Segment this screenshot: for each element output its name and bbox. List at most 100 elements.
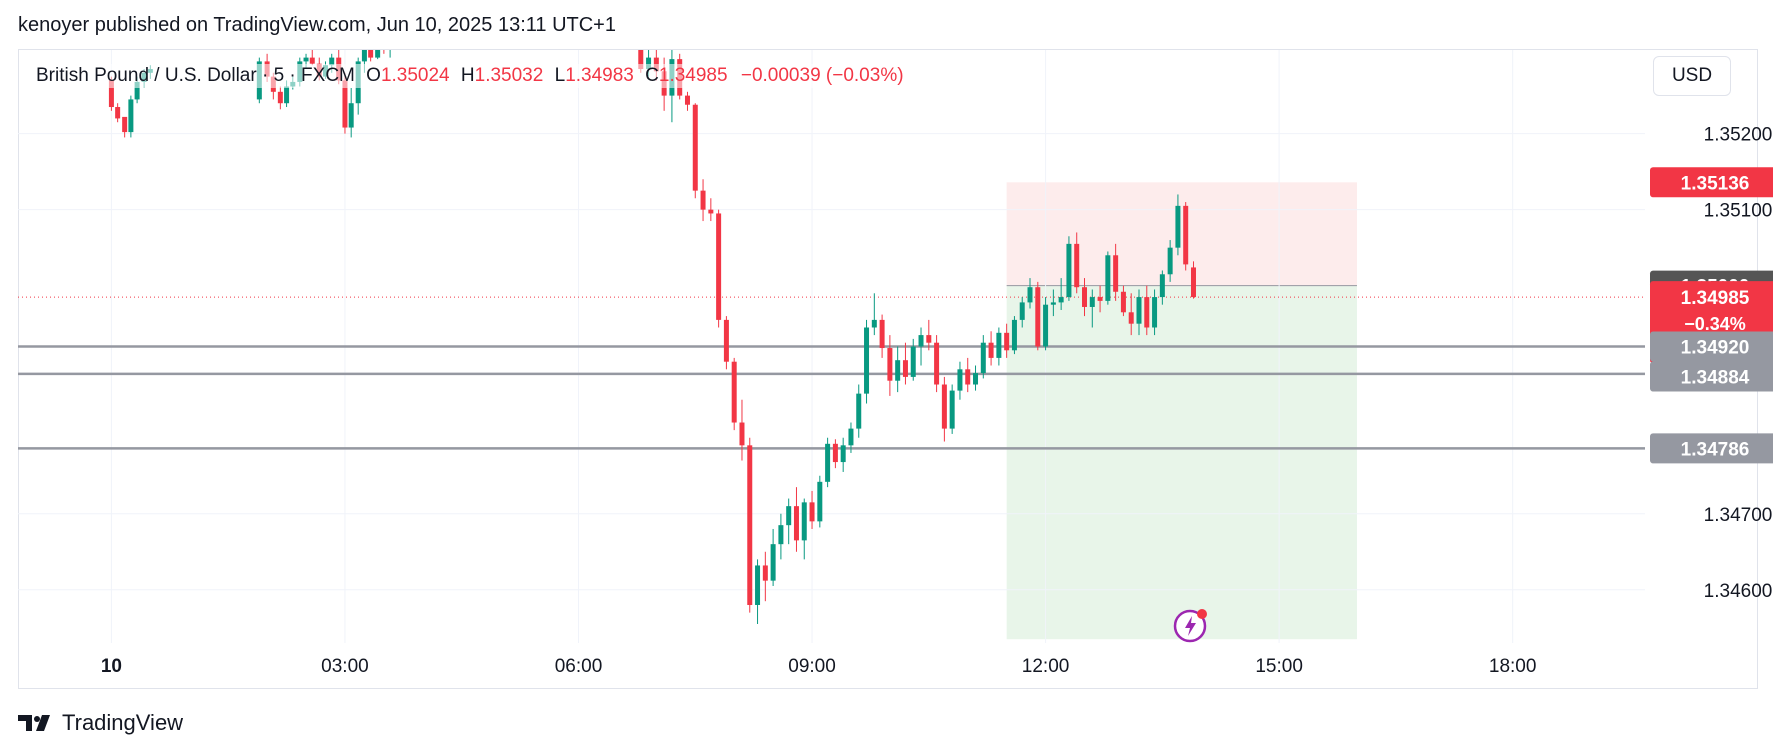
candle-body bbox=[793, 506, 799, 541]
price-tag-text: 1.34786 bbox=[1681, 439, 1750, 460]
candle-body bbox=[840, 445, 846, 463]
candle-body bbox=[731, 361, 737, 423]
candle-body bbox=[388, 44, 393, 49]
candle-body bbox=[1074, 243, 1080, 288]
candle-body bbox=[700, 190, 706, 210]
candle-body bbox=[856, 393, 862, 429]
currency-button[interactable]: USD bbox=[1653, 56, 1731, 96]
candle-body bbox=[879, 319, 885, 349]
candle-body bbox=[284, 86, 290, 104]
candle-body bbox=[1159, 274, 1165, 298]
symbol-legend: British Pound / U.S. Dollar · 5 · FXCM O… bbox=[32, 64, 908, 88]
close-label: C bbox=[645, 65, 659, 86]
candle-body bbox=[1105, 255, 1111, 301]
level-tag-text: 1.34884 bbox=[1681, 368, 1750, 389]
candle-body bbox=[1120, 291, 1126, 313]
candle-body bbox=[1011, 319, 1017, 351]
published-header: kenoyer published on TradingView.com, Ju… bbox=[18, 14, 616, 36]
time-axis-label: 18:00 bbox=[1489, 656, 1537, 677]
candle-body bbox=[108, 80, 114, 108]
change-value: −0.00039 (−0.03%) bbox=[740, 65, 904, 86]
candle-body bbox=[1004, 332, 1010, 351]
last-price-change: −0.34% bbox=[1684, 314, 1746, 334]
candle-body bbox=[957, 369, 963, 391]
high-label: H bbox=[460, 65, 475, 86]
candle-body bbox=[965, 369, 971, 385]
candle-body bbox=[1019, 302, 1025, 320]
price-axis-label: 1.34700 bbox=[1704, 505, 1773, 526]
open-value: 1.35024 bbox=[380, 65, 450, 86]
candle-body bbox=[918, 335, 924, 347]
price-axis-label: 1.35200 bbox=[1704, 125, 1773, 146]
candle-body bbox=[801, 502, 807, 541]
candle-body bbox=[988, 342, 994, 358]
candle-body bbox=[1089, 297, 1095, 307]
price-tag-text: 1.35136 bbox=[1681, 173, 1750, 194]
price-tag-gray bbox=[1650, 433, 1773, 464]
axes: 10 03:00 06:00 09:00 12:00 15:00 18:00 1.35200 1… bbox=[101, 125, 1772, 677]
candle-body bbox=[684, 95, 690, 105]
candle-body bbox=[902, 360, 908, 377]
candle-body bbox=[973, 373, 979, 385]
candle-body bbox=[755, 565, 761, 605]
candle-body bbox=[1066, 243, 1072, 298]
candle-body bbox=[1128, 312, 1134, 324]
price-axis-label: 1.34600 bbox=[1704, 581, 1773, 602]
candle-body bbox=[646, 57, 652, 70]
low-label: L bbox=[554, 65, 566, 86]
candle-body bbox=[375, 50, 381, 58]
candle-body bbox=[895, 360, 901, 381]
candle-body bbox=[1175, 205, 1181, 248]
time-axis-label: 09:00 bbox=[788, 656, 836, 677]
time-axis-label: 12:00 bbox=[1022, 656, 1070, 677]
candles bbox=[108, 44, 1196, 624]
tradingview-logo-icon bbox=[18, 715, 50, 731]
time-axis-label: 03:00 bbox=[321, 656, 369, 677]
candle-body bbox=[910, 346, 916, 377]
candle-body bbox=[786, 506, 792, 526]
candle-body bbox=[770, 544, 776, 581]
candle-body bbox=[864, 327, 870, 394]
candle-body bbox=[708, 209, 714, 214]
lightning-icon[interactable] bbox=[1172, 604, 1212, 644]
low-value: 1.34983 bbox=[565, 65, 634, 86]
candle-body bbox=[1097, 297, 1103, 301]
footer: TradingView bbox=[18, 710, 183, 736]
candle-body bbox=[996, 332, 1002, 358]
candle-body bbox=[762, 565, 768, 581]
candle-body bbox=[115, 107, 121, 119]
candle-body bbox=[638, 50, 644, 70]
candle-body bbox=[949, 390, 955, 429]
candle-body bbox=[348, 103, 354, 128]
candle-body bbox=[329, 57, 335, 66]
time-axis-label: 10 bbox=[101, 656, 122, 677]
candle-body bbox=[692, 104, 698, 191]
candle-body bbox=[1113, 255, 1119, 292]
candle-body bbox=[1136, 297, 1142, 324]
candle-body bbox=[716, 213, 722, 320]
stop-loss-zone bbox=[1006, 182, 1357, 286]
candle-body bbox=[381, 46, 386, 48]
candle-body bbox=[368, 50, 374, 58]
candle-body bbox=[1043, 304, 1049, 347]
candle-body bbox=[134, 81, 140, 100]
close-value: 1.34985 bbox=[658, 65, 728, 86]
candle-body bbox=[1152, 297, 1158, 328]
price-labels: 1.351361.350001.347861.34985−0.34%03:581… bbox=[1650, 167, 1773, 464]
candle-body bbox=[1183, 205, 1189, 265]
candle-body bbox=[361, 50, 367, 62]
candle-body bbox=[809, 502, 815, 522]
time-axis-label: 15:00 bbox=[1255, 656, 1303, 677]
price-tag-red bbox=[1650, 167, 1773, 198]
candle-body bbox=[1190, 267, 1196, 298]
footer-brand: TradingView bbox=[62, 710, 184, 735]
symbol-name: British Pound / U.S. Dollar · 5 · FXCM bbox=[36, 65, 355, 86]
candle-body bbox=[817, 481, 823, 522]
level-tag bbox=[1650, 361, 1773, 392]
candle-body bbox=[122, 116, 128, 133]
candle-body bbox=[309, 57, 315, 64]
candle-body bbox=[848, 428, 854, 446]
candle-body bbox=[871, 319, 877, 328]
candle-body bbox=[1027, 287, 1033, 303]
